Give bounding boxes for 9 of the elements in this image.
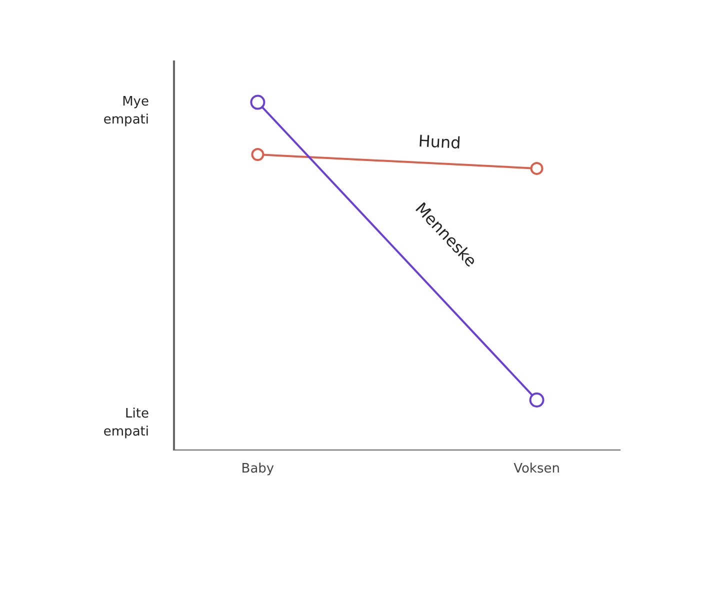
point bbox=[529, 392, 544, 408]
point bbox=[250, 94, 266, 110]
x-tick-label: Voksen bbox=[514, 462, 560, 476]
text: Mye empati bbox=[103, 94, 150, 128]
x-tick-label: Baby bbox=[241, 462, 274, 476]
point bbox=[251, 148, 264, 162]
series-label: Hund bbox=[418, 131, 462, 153]
point bbox=[530, 162, 544, 175]
text: Lite empati bbox=[103, 406, 149, 440]
